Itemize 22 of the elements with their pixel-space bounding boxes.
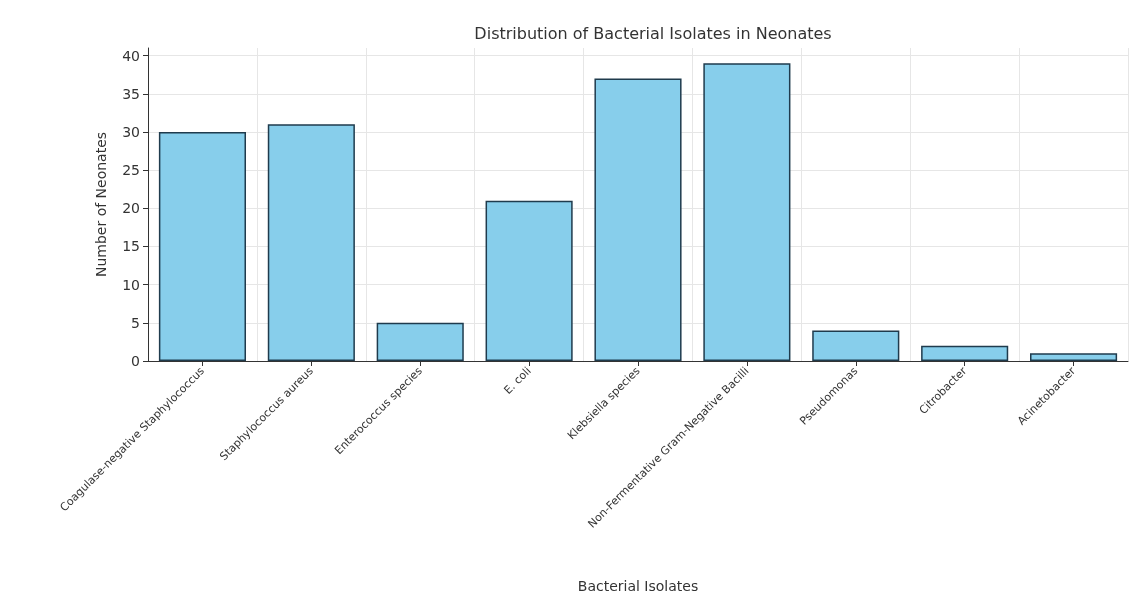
- bar: [376, 322, 464, 361]
- y-tick-label: 40: [122, 47, 140, 64]
- y-tick-label: 35: [122, 85, 140, 102]
- y-tick-label: 25: [122, 162, 140, 179]
- bar: [1030, 353, 1118, 361]
- bar: [267, 124, 355, 361]
- y-tick-label: 15: [122, 238, 140, 255]
- y-axis-title: Number of Neonates: [93, 131, 109, 278]
- bar: [921, 345, 1009, 361]
- bar: [158, 131, 246, 361]
- y-tick-label: 10: [122, 276, 140, 293]
- y-tick-label: 30: [122, 123, 140, 140]
- bar: [812, 330, 900, 361]
- bar: [703, 63, 791, 361]
- bar: [485, 200, 573, 361]
- x-axis-title: Bacterial Isolates: [577, 578, 699, 594]
- bar: [594, 78, 682, 361]
- y-tick-label: 0: [131, 353, 140, 369]
- y-tick-label: 20: [122, 200, 140, 217]
- chart-title: Distribution of Bacterial Isolates in Neonates: [474, 23, 832, 43]
- x-tick-label: E. coli: [501, 364, 534, 397]
- y-tick-label: 5: [131, 314, 140, 331]
